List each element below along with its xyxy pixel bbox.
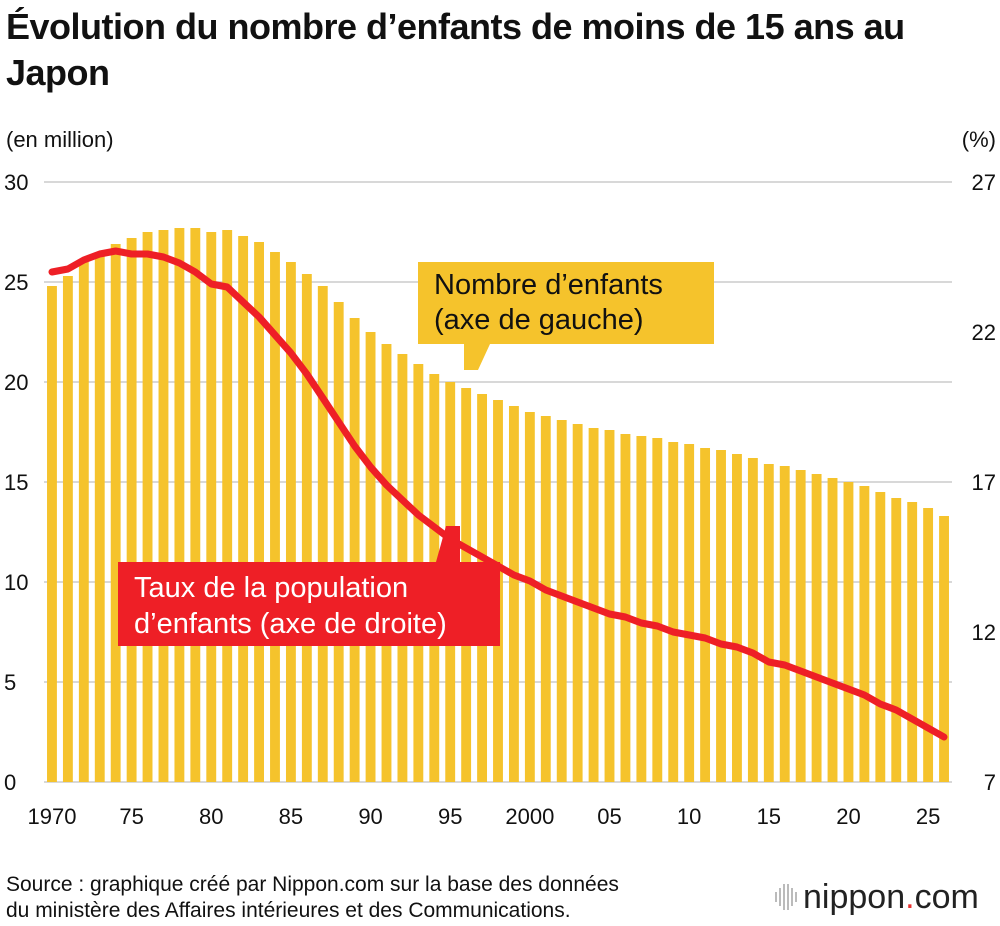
bar [604,430,615,782]
bar [238,236,249,782]
bar [923,508,934,782]
logo-suffix: com [914,878,979,916]
bar [524,412,535,782]
left-axis-unit: (en million) [6,127,114,152]
bar [301,274,312,782]
bar [508,406,519,782]
bar [47,286,57,782]
x-tick-label: 95 [438,804,462,829]
bar [700,448,711,782]
callout-children-line1: Nombre d’enfants [434,269,663,301]
left-tick-label: 15 [4,470,28,495]
x-tick-label: 2000 [505,804,554,829]
right-tick-label: 27 [972,170,996,195]
right-tick-label: 12 [972,620,996,645]
bar [110,244,121,782]
x-tick-label: 05 [597,804,621,829]
bar [684,444,695,782]
bar [795,470,806,782]
source-line2: du ministère des Affaires intérieures et… [6,899,571,922]
bar [732,454,742,782]
chart-title: Évolution du nombre d’enfants de moins d… [6,6,905,93]
bar [716,450,726,782]
left-tick-label: 10 [4,570,28,595]
right-tick-label: 22 [972,320,996,345]
callout-children-count: Nombre d’enfants (axe de gauche) [418,262,714,370]
x-tick-label: 15 [757,804,781,829]
bar [763,464,774,782]
right-tick-label: 7 [984,770,996,795]
bar [891,498,902,782]
bar [349,318,360,782]
callout-ratio-line2: d’enfants (axe de droite) [134,608,447,640]
bar [843,482,854,782]
bar [540,416,551,782]
bar [556,420,567,782]
x-tick-label: 25 [916,804,940,829]
bar [939,516,949,782]
bar [126,238,137,782]
logo-name: nippon [803,878,906,916]
bar [78,262,89,782]
bar [94,254,105,782]
left-tick-label: 20 [4,370,28,395]
bar [174,228,185,782]
bar [859,486,870,782]
bar [254,242,264,782]
bar [811,474,822,782]
x-tick-label: 85 [279,804,303,829]
x-tick-label: 80 [199,804,223,829]
x-tick-label: 90 [358,804,382,829]
nippon-logo[interactable]: nippon.com [775,878,979,917]
bar [333,302,344,782]
bar [875,492,886,782]
bar [827,478,838,782]
bar [747,458,758,782]
right-axis-unit: (%) [961,127,996,152]
bar [652,438,663,782]
left-tick-label: 30 [4,170,28,195]
x-tick-label: 75 [119,804,143,829]
logo-dot: . [905,878,915,916]
bar [270,252,280,782]
x-tick-label: 20 [836,804,860,829]
bar [365,332,376,782]
bar [222,230,233,782]
source-note: Source : graphique créé par Nippon.com s… [6,872,619,924]
callout-children-line2: (axe de gauche) [434,304,644,336]
bar [317,286,328,782]
chart-svg: 30 25 20 15 10 5 0 27 22 17 12 7 1970 75 80 85 90 95 2000 0… [4,170,996,829]
bar [62,276,73,782]
callout-ratio-line1: Taux de la population [134,572,409,604]
x-tick-label: 10 [677,804,701,829]
right-tick-label: 17 [972,470,996,495]
x-tick-label: 1970 [27,804,76,829]
bar [636,436,647,782]
bar [620,434,631,782]
axis-ticks: 30 25 20 15 10 5 0 27 22 17 12 7 1970 75 80 85 90 95 2000 0… [4,170,996,829]
bar [142,232,153,782]
bar [190,228,201,782]
bar [158,230,169,782]
bar [779,466,790,782]
nippon-mark-icon [775,884,797,910]
callout-children-ratio: Taux de la population d’enfants (axe de … [118,526,500,646]
bar [285,262,296,782]
left-tick-label: 25 [4,270,28,295]
bar [206,232,217,782]
bar [907,502,918,782]
bar [668,442,679,782]
left-tick-label: 0 [4,770,16,795]
left-tick-label: 5 [4,670,16,695]
source-line1: Source : graphique créé par Nippon.com s… [6,873,619,896]
